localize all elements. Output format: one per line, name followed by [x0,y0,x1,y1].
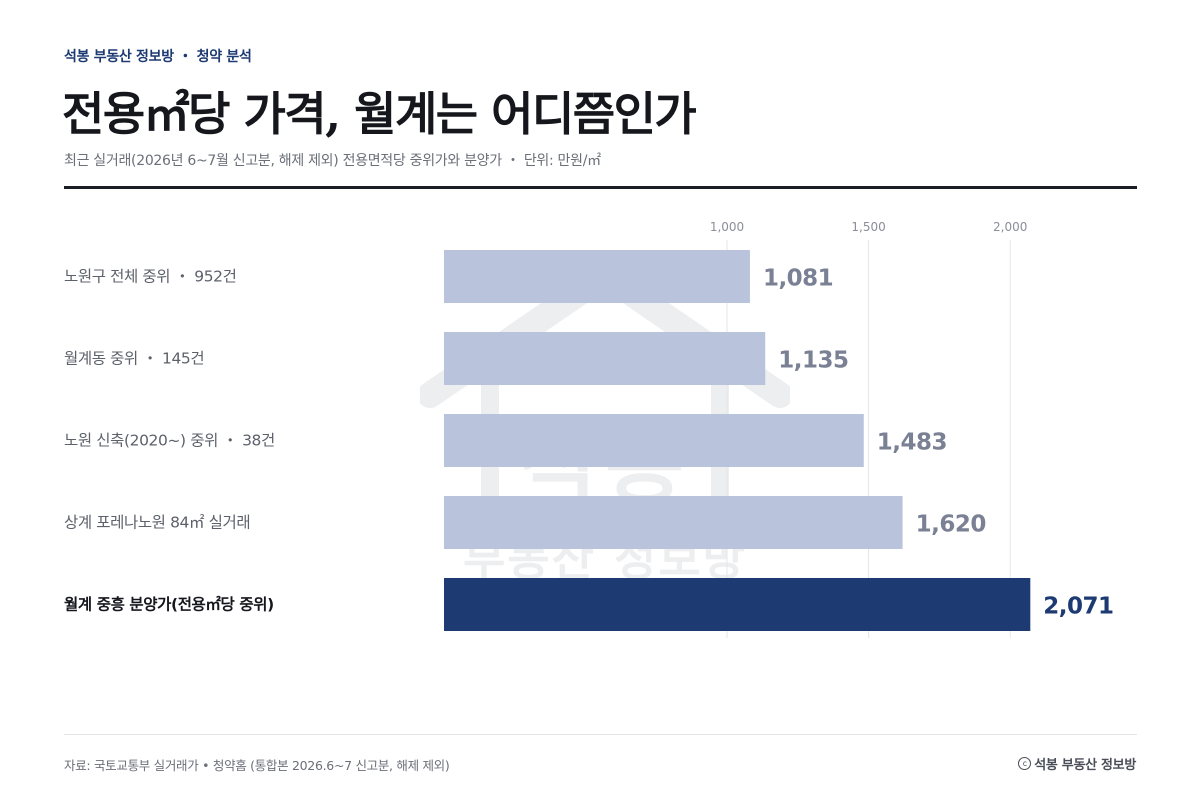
value-label: 2,071 [1043,594,1113,620]
title-divider [64,186,1137,189]
page-subtitle: 최근 실거래(2026년 6~7월 신고분, 해제 제외) 전용면적당 중위가와… [64,153,601,169]
footer-divider [64,734,1137,735]
x-tick-label: 2,000 [993,220,1027,234]
credit: c 석봉 부동산 정보방 [1018,754,1136,773]
category-label: 노원구 전체 중위 ・ 952건 [64,268,236,286]
value-label: 1,483 [877,430,947,456]
copyright-icon: c [1018,757,1032,770]
value-label: 1,620 [916,512,986,538]
bar [444,578,1031,631]
value-label: 1,081 [763,266,833,292]
credit-label: 석봉 부동산 정보방 [1034,758,1136,773]
bar [444,250,750,303]
category-label: 월계동 중위 ・ 145건 [64,350,204,368]
bar [444,414,864,467]
x-tick-label: 1,500 [851,220,885,234]
bar [444,332,766,385]
value-label: 1,135 [778,348,848,374]
bar [444,496,903,549]
x-tick-label: 1,000 [710,220,744,234]
page-title: 전용㎡당 가격, 월계는 어디쯤인가 [62,87,697,141]
source-note: 자료: 국토교통부 실거래가 • 청약홈 (통합본 2026.6~7 신고분, … [64,758,450,773]
category-label: 상계 포레나노원 84㎡ 실거래 [64,514,250,532]
category-label: 월계 중흥 분양가(전용㎡당 중위) [64,595,274,614]
category-label: 노원 신축(2020~) 중위 ・ 38건 [64,432,275,450]
bar-chart: 1,000 1,500 2,000 노원구 전체 중위 ・ 952건 1,081 월계동 … [64,220,1114,638]
kicker: 석봉 부동산 정보방 ・ 청약 분석 [64,49,252,65]
